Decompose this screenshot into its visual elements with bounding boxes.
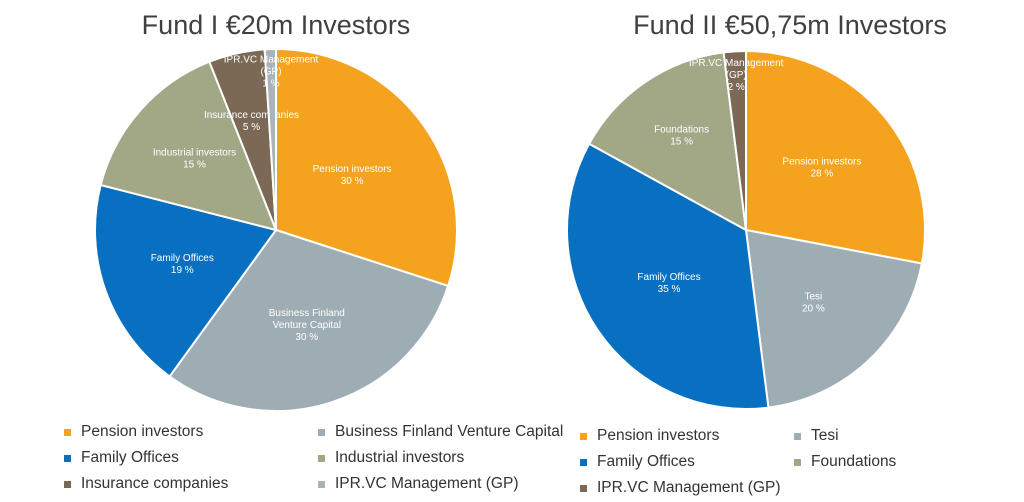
legend-label: Insurance companies <box>81 475 229 492</box>
legend-label: Family Offices <box>81 449 179 466</box>
fund2-slice-pension-investors <box>745 49 926 265</box>
fund2-data-label-pension-investors: Pension investors 28 % <box>782 157 861 180</box>
legend-swatch <box>794 432 801 440</box>
legend-label: Pension investors <box>597 427 720 444</box>
fund2-slice-family-offices <box>566 142 770 410</box>
legend-swatch <box>318 454 325 462</box>
legend-swatch <box>318 480 325 488</box>
fund1-chart-title: Fund I €20m Investors <box>141 10 411 40</box>
fund1-data-label-pension-investors: Pension investors 30 % <box>313 164 392 187</box>
fund1-slice-family-offices <box>94 183 278 378</box>
fund2-data-label-foundations: Foundations 15 % <box>654 125 709 148</box>
legend-label: Tesi <box>811 427 839 444</box>
legend-label: Family Offices <box>597 453 695 470</box>
legend-swatch <box>580 432 587 440</box>
fund2-data-label-tesi: Tesi 20 % <box>802 291 825 314</box>
fund1-legend-item-family-offices: Family Offices <box>64 449 300 467</box>
fund1-data-label-insurance-companies: Insurance companies 5 % <box>204 110 299 133</box>
fund1-data-label-business-finland-venture-capital: Business Finland Venture Capital 30 % <box>269 308 345 343</box>
fund1-slice-business-finland-venture-capital <box>168 228 450 412</box>
fund2-legend-item-tesi: Tesi <box>794 427 974 445</box>
fund1-legend-item-business-finland-venture-capital: Business Finland Venture Capital <box>318 423 578 441</box>
legend-swatch <box>64 480 71 488</box>
fund2-legend: Pension investors Tesi Family Offices Found… <box>580 427 974 497</box>
fund1-legend: Pension investors Business Finland Ventur… <box>64 423 578 493</box>
legend-label: Industrial investors <box>335 449 465 466</box>
fund1-legend-item-ipr-vc-management-gp: IPR.VC Management (GP) <box>318 475 578 493</box>
fund2-legend-item-ipr-vc-management-gp: IPR.VC Management (GP) <box>580 479 780 497</box>
legend-label: Business Finland Venture Capital <box>335 423 564 440</box>
legend-label: IPR.VC Management (GP) <box>335 475 519 492</box>
fund1-legend-item-insurance-companies: Insurance companies <box>64 475 300 493</box>
legend-label: IPR.VC Management (GP) <box>597 479 781 496</box>
legend-swatch <box>64 428 71 436</box>
fund2-slice-ipr-vc-management-gp <box>722 49 747 231</box>
fund2-slice-tesi <box>744 228 924 409</box>
fund2-data-label-family-offices: Family Offices 35 % <box>637 272 700 295</box>
fund2-legend-item-pension-investors: Pension investors <box>580 427 776 445</box>
fund1-data-label-ipr-vc-management-gp: IPR.VC Management (GP) 1 % <box>224 54 319 89</box>
legend-swatch <box>64 454 71 462</box>
fund1-data-label-industrial-investors: Industrial investors 15 % <box>153 148 236 171</box>
legend-swatch <box>794 458 801 466</box>
fund1-legend-item-pension-investors: Pension investors <box>64 423 300 441</box>
fund2-legend-item-family-offices: Family Offices <box>580 453 776 471</box>
fund2-data-label-ipr-vc-management-gp: IPR.VC Management (GP) 2 % <box>689 58 784 93</box>
fund1-legend-item-industrial-investors: Industrial investors <box>318 449 578 467</box>
legend-swatch <box>318 428 325 436</box>
fund1-slice-ipr-vc-management-gp <box>263 47 277 231</box>
fund1-slice-pension-investors <box>275 47 458 288</box>
legend-swatch <box>580 458 587 466</box>
legend-swatch <box>580 484 587 492</box>
fund2-slice-foundations <box>587 51 748 232</box>
legend-label: Pension investors <box>81 423 204 440</box>
fund1-slice-industrial-investors <box>99 60 278 232</box>
fund2-legend-item-foundations: Foundations <box>794 453 974 471</box>
legend-label: Foundations <box>811 453 897 470</box>
fund2-chart-title: Fund II €50,75m Investors <box>633 10 947 40</box>
fund1-data-label-family-offices: Family Offices 19 % <box>151 253 214 276</box>
